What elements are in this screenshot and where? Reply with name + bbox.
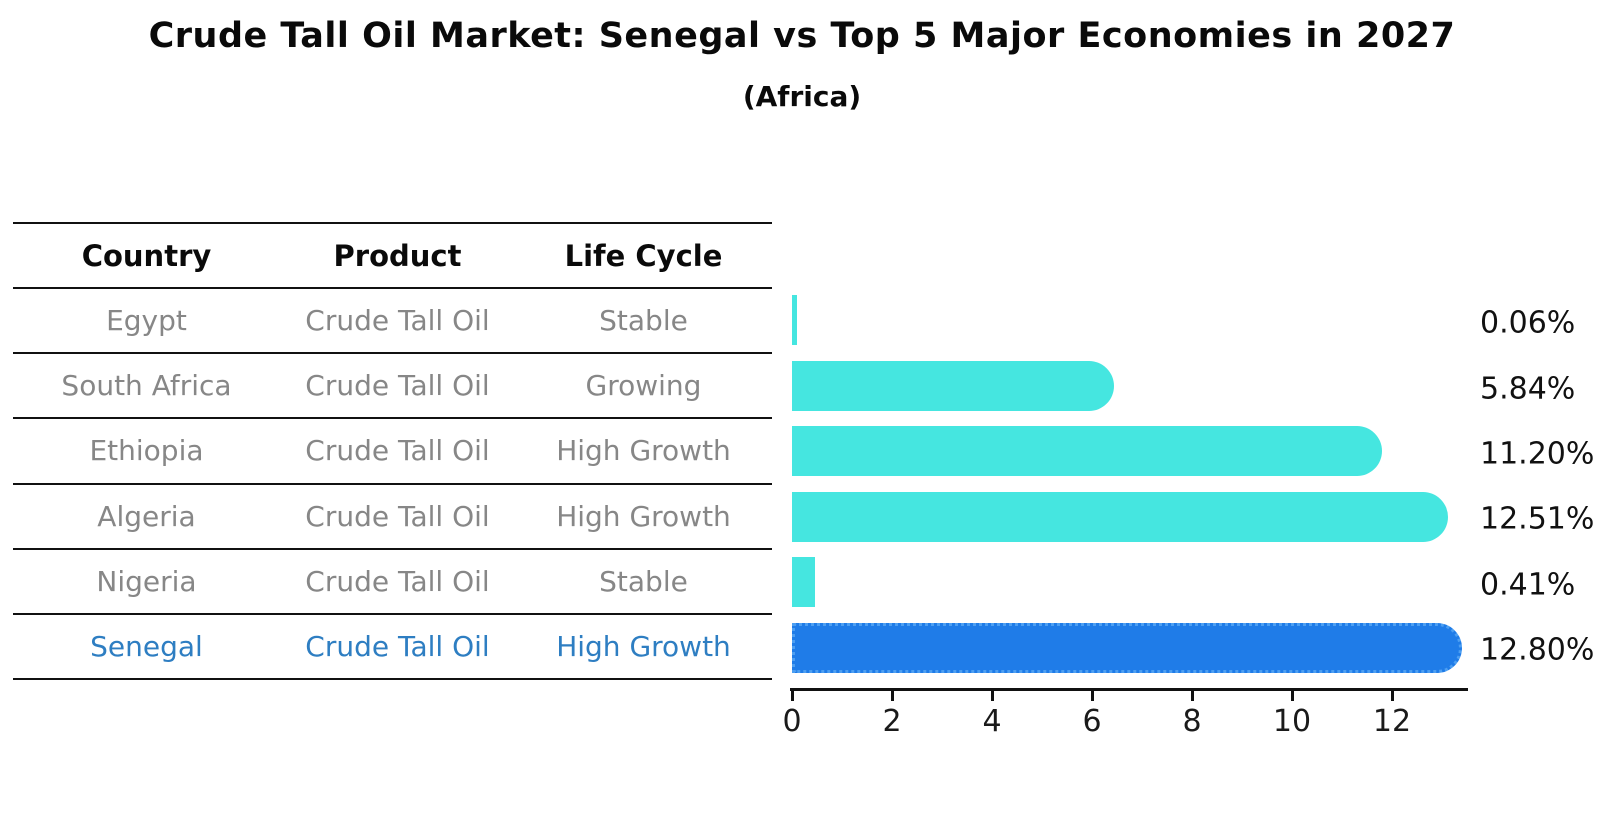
life-cycle-cell: High Growth xyxy=(556,434,731,468)
table-row-ethiopia: Ethiopia Crude Tall Oil High Growth xyxy=(13,417,772,482)
x-tick-label-4: 4 xyxy=(982,704,1002,739)
table-header-life-cycle: Life Cycle xyxy=(564,238,723,273)
country-cell: Ethiopia xyxy=(89,434,204,468)
table-row-senegal: Senegal Crude Tall Oil High Growth xyxy=(13,612,772,678)
x-tick-8 xyxy=(1191,691,1194,701)
chart-subtitle: (Africa) xyxy=(742,80,862,113)
bar-egypt xyxy=(792,295,797,346)
chart-title: Crude Tall Oil Market: Senegal vs Top 5 … xyxy=(148,16,1456,56)
bar-algeria xyxy=(792,491,1448,542)
table-header-row: Country Product Life Cycle xyxy=(13,222,772,287)
value-label-senegal: 12.80% xyxy=(1480,632,1595,668)
country-cell: South Africa xyxy=(61,369,232,403)
country-cell: Algeria xyxy=(97,499,196,533)
x-tick-2 xyxy=(891,691,894,701)
country-cell: Egypt xyxy=(106,304,187,338)
product-cell: Crude Tall Oil xyxy=(305,434,490,468)
x-tick-4 xyxy=(991,691,994,701)
x-tick-label-2: 2 xyxy=(882,704,902,739)
x-tick-12 xyxy=(1391,691,1394,701)
bar-nigeria xyxy=(792,557,815,608)
value-label-south-africa: 5.84% xyxy=(1480,371,1576,407)
x-tick-label-8: 8 xyxy=(1182,704,1202,739)
bar-ethiopia xyxy=(792,426,1382,477)
country-cell: Senegal xyxy=(90,629,203,663)
product-cell: Crude Tall Oil xyxy=(305,304,490,338)
x-tick-label-6: 6 xyxy=(1082,704,1102,739)
table-header-country: Country xyxy=(81,238,212,273)
life-cycle-cell: High Growth xyxy=(556,499,731,533)
x-tick-label-0: 0 xyxy=(782,704,802,739)
x-tick-6 xyxy=(1091,691,1094,701)
x-axis-line xyxy=(790,688,1468,691)
table-row-nigeria: Nigeria Crude Tall Oil Stable xyxy=(13,547,772,613)
value-label-nigeria: 0.41% xyxy=(1480,567,1576,603)
product-cell: Crude Tall Oil xyxy=(305,564,490,598)
value-label-algeria: 12.51% xyxy=(1480,501,1595,537)
country-cell: Nigeria xyxy=(96,564,197,598)
x-tick-10 xyxy=(1291,691,1294,701)
life-cycle-cell: Stable xyxy=(599,564,688,598)
value-label-egypt: 0.06% xyxy=(1480,305,1576,341)
table-row-south-africa: South Africa Crude Tall Oil Growing xyxy=(13,352,772,417)
bar-senegal xyxy=(792,622,1462,673)
life-cycle-cell: High Growth xyxy=(556,629,731,663)
life-cycle-cell: Stable xyxy=(599,304,688,338)
table-row-egypt: Egypt Crude Tall Oil Stable xyxy=(13,287,772,352)
life-cycle-cell: Growing xyxy=(585,369,702,403)
value-label-ethiopia: 11.20% xyxy=(1480,436,1595,472)
product-cell: Crude Tall Oil xyxy=(305,629,490,663)
table-row-algeria: Algeria Crude Tall Oil High Growth xyxy=(13,482,772,548)
product-cell: Crude Tall Oil xyxy=(305,369,490,403)
x-tick-0 xyxy=(791,691,794,701)
country-info-table: Country Product Life Cycle Egypt Crude Tall … xyxy=(13,222,772,680)
x-tick-label-12: 12 xyxy=(1372,704,1412,739)
x-tick-label-10: 10 xyxy=(1272,704,1312,739)
bar-south-africa xyxy=(792,360,1114,411)
table-header-product: Product xyxy=(333,238,462,273)
product-cell: Crude Tall Oil xyxy=(305,499,490,533)
